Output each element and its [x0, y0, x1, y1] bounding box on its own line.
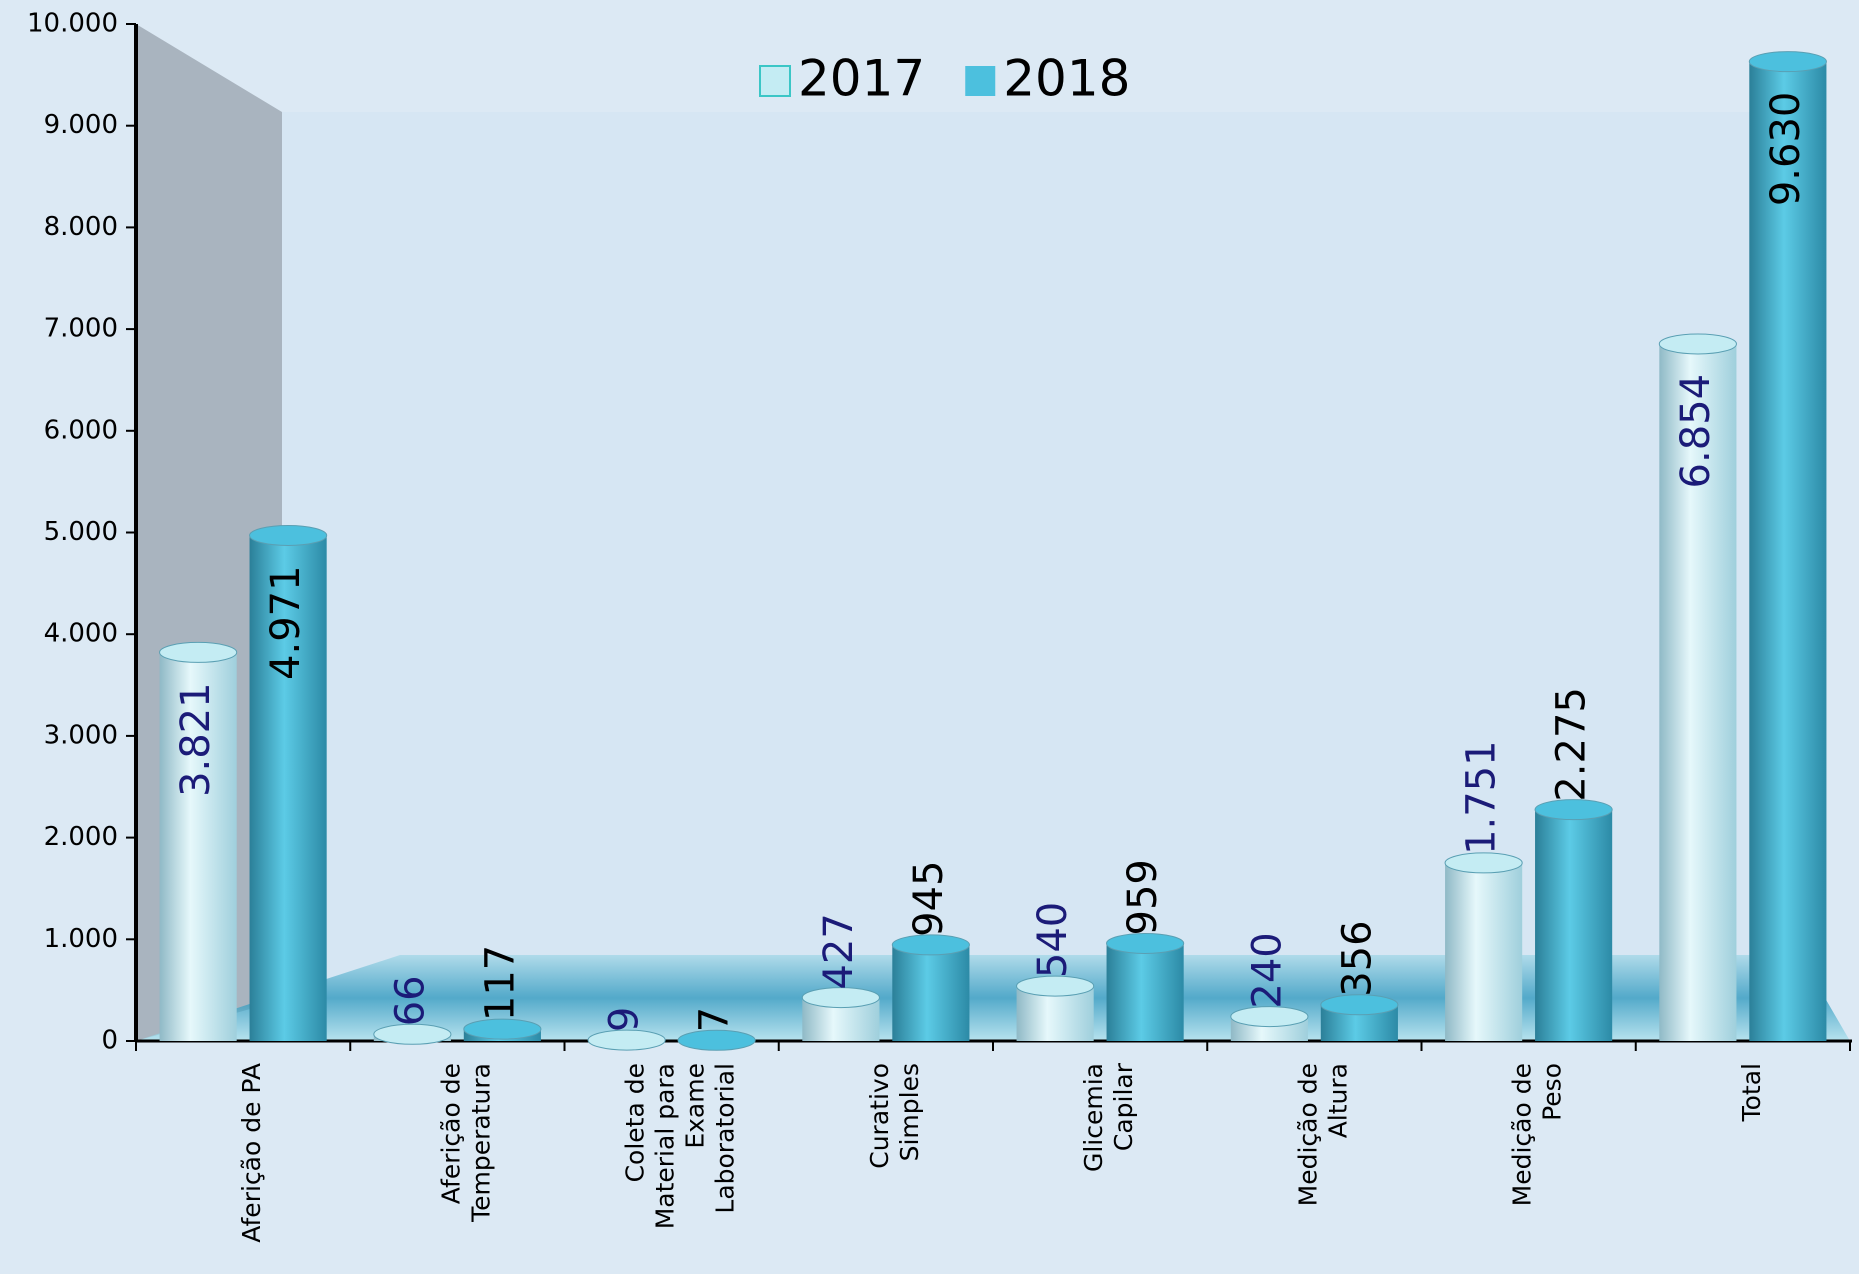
- x-tick-label: Medição deAltura: [1293, 1063, 1352, 1206]
- legend-label: 2018: [1003, 50, 1130, 108]
- y-tick-label: 3.000: [44, 720, 118, 750]
- y-tick-label: 10.000: [27, 9, 118, 39]
- value-label: 3.821: [173, 682, 219, 797]
- bar: [1659, 343, 1737, 1041]
- value-label: 9.630: [1763, 92, 1809, 207]
- bar-top: [249, 524, 328, 546]
- value-label: 117: [477, 945, 523, 1021]
- y-tick-label: 8.000: [44, 212, 118, 242]
- value-label: 1.751: [1459, 740, 1505, 855]
- bar-top: [1534, 799, 1613, 821]
- floor: [136, 955, 1850, 1041]
- plot-wall: [282, 112, 1820, 1000]
- value-label: 9: [602, 1007, 648, 1032]
- y-tick-label: 7.000: [44, 314, 118, 344]
- x-tick-label: GlicemiaCapilar: [1079, 1062, 1138, 1172]
- bar: [159, 652, 237, 1041]
- y-tick-label: 9.000: [44, 110, 118, 140]
- value-label: 959: [1120, 859, 1166, 935]
- legend-label: 2017: [798, 50, 925, 108]
- value-label: 7: [692, 1007, 738, 1032]
- legend-swatch: [965, 66, 996, 96]
- y-tick-label: 4.000: [44, 619, 118, 649]
- x-tick-label: Aferição deTemperatura: [436, 1063, 495, 1223]
- bar-top: [587, 1029, 666, 1051]
- bar-top: [1016, 975, 1095, 997]
- value-label: 356: [1334, 920, 1380, 996]
- bar: [1106, 943, 1184, 1041]
- x-tick-label: Medição dePeso: [1508, 1063, 1567, 1206]
- bar: [892, 944, 970, 1041]
- bar-top: [1106, 932, 1185, 954]
- bar-top: [1444, 852, 1523, 874]
- bar-top: [801, 987, 880, 1009]
- value-label: 240: [1244, 932, 1290, 1008]
- legend-swatch: [759, 65, 791, 97]
- bar-top: [677, 1029, 756, 1051]
- bar: [1445, 862, 1523, 1041]
- bar-top: [373, 1023, 452, 1045]
- y-tick-label: 5.000: [44, 517, 118, 547]
- bar: [1535, 809, 1613, 1041]
- bar-top: [1658, 333, 1737, 355]
- value-label: 2.275: [1549, 687, 1595, 802]
- value-label: 945: [906, 861, 952, 937]
- x-tick-label: Aferição de PA: [237, 1063, 266, 1243]
- y-tick-label: 0: [101, 1026, 118, 1056]
- x-tick-label: Total: [1737, 1063, 1766, 1122]
- bar: [249, 535, 327, 1041]
- value-label: 540: [1030, 902, 1076, 978]
- x-tick-label: CurativoSimples: [865, 1063, 924, 1169]
- y-tick-label: 2.000: [44, 822, 118, 852]
- value-label: 4.971: [263, 565, 309, 680]
- bar-top: [159, 641, 238, 663]
- value-label: 6.854: [1673, 374, 1719, 489]
- y-tick-label: 1.000: [44, 924, 118, 954]
- bar: [1749, 61, 1827, 1041]
- y-tick-label: 6.000: [44, 415, 118, 445]
- bar-top: [1230, 1006, 1309, 1028]
- bar-top: [891, 934, 970, 956]
- bar-top: [463, 1018, 542, 1040]
- value-label: 427: [816, 913, 862, 989]
- x-tick-label: Coleta deMaterial paraExameLaboratorial: [621, 1063, 740, 1229]
- bar-top: [1320, 994, 1399, 1016]
- value-label: 66: [387, 975, 433, 1026]
- bar-top: [1748, 51, 1827, 73]
